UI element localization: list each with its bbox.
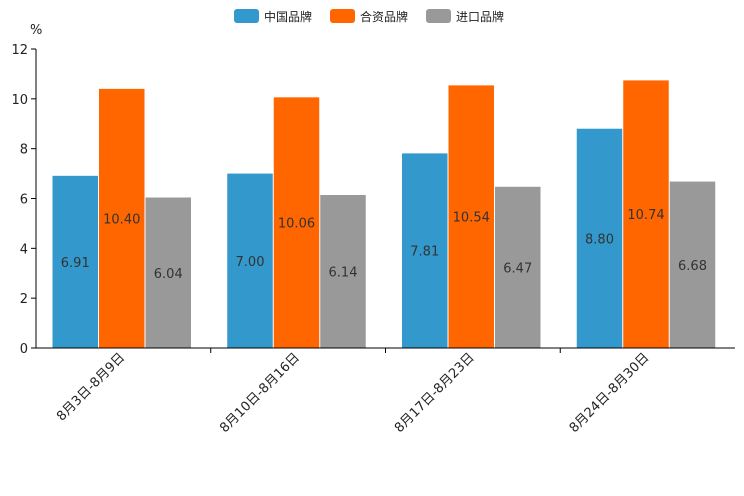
bar	[495, 186, 541, 348]
legend: 中国品牌 合资品牌 进口品牌	[234, 9, 504, 24]
legend-swatch	[234, 9, 259, 23]
y-tick-label: 4	[20, 242, 28, 257]
bar-value-label: 10.40	[103, 212, 140, 227]
x-tick-label: 8月10日-8月16日	[217, 350, 303, 436]
bar	[99, 88, 145, 348]
bar-value-label: 6.04	[154, 267, 183, 282]
y-axis: 0 2 4 6 8 10 12	[11, 43, 37, 357]
bar	[320, 195, 366, 348]
y-tick-label: 0	[20, 342, 28, 357]
bar-value-label: 6.47	[503, 261, 532, 276]
legend-label: 中国品牌	[264, 9, 312, 24]
bar-value-label: 10.54	[453, 211, 490, 226]
bar	[52, 175, 98, 348]
bar	[623, 80, 669, 349]
y-tick-label: 6	[20, 193, 28, 208]
bars: 6.91 7.00 7.81 8.80 10.40 10.06 10.54 10.74 6.04…	[52, 80, 716, 349]
bar	[402, 153, 448, 348]
bar-value-label: 10.06	[278, 217, 315, 232]
x-axis: 8月3日-8月9日 8月10日-8月16日 8月17日-8月23日 8月24日-8月3…	[36, 347, 735, 436]
x-tick-label: 8月3日-8月9日	[54, 350, 128, 424]
y-tick-label: 12	[11, 43, 28, 58]
legend-swatch	[426, 9, 451, 23]
bar	[576, 128, 623, 348]
x-tick-label: 8月17日-8月23日	[392, 350, 478, 436]
y-tick-label: 8	[20, 143, 28, 158]
bar-value-label: 10.74	[627, 208, 664, 223]
x-tick-label: 8月24日-8月30日	[567, 350, 653, 436]
y-axis-unit-label: %	[30, 23, 42, 38]
bar	[448, 85, 494, 349]
bar	[273, 97, 320, 348]
bar-value-label: 7.81	[410, 245, 439, 260]
legend-label: 进口品牌	[456, 10, 504, 24]
bar-value-label: 6.91	[61, 256, 90, 271]
legend-swatch	[330, 9, 355, 23]
legend-label: 合资品牌	[360, 9, 408, 24]
bar	[145, 197, 191, 348]
y-tick-label: 2	[20, 292, 28, 307]
bar-value-label: 8.80	[585, 232, 614, 247]
bar-value-label: 6.14	[329, 266, 358, 281]
y-tick-label: 10	[11, 93, 28, 108]
bar-value-label: 6.68	[678, 259, 707, 274]
bar-value-label: 7.00	[236, 255, 265, 270]
bar	[669, 181, 716, 348]
bar	[227, 173, 273, 348]
